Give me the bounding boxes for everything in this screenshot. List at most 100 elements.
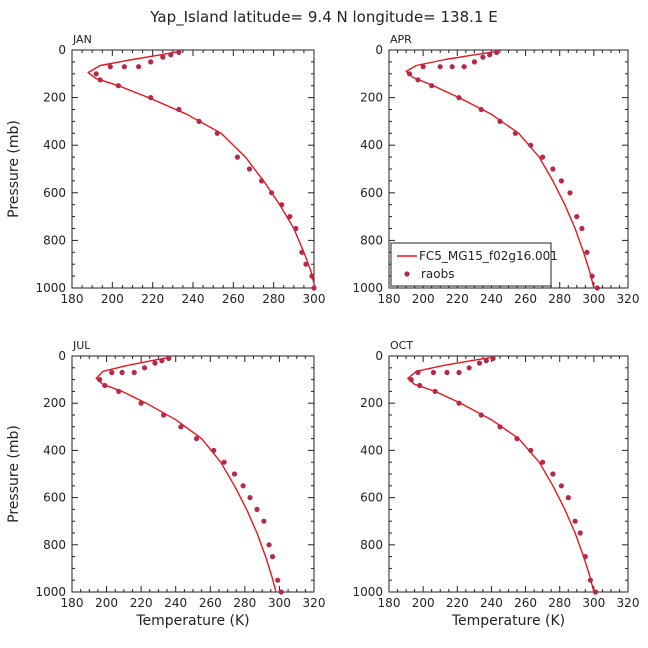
raobs-point xyxy=(550,471,556,477)
raobs-point xyxy=(514,436,520,442)
y-tick-label: 800 xyxy=(43,538,66,552)
raobs-point xyxy=(558,483,565,489)
x-axis-label: Temperature (K) xyxy=(451,613,565,629)
raobs-point xyxy=(303,261,309,267)
x-tick-label: 300 xyxy=(582,596,605,610)
raobs-point xyxy=(417,382,423,389)
legend-raobs-label: raobs xyxy=(421,267,455,281)
raobs-point xyxy=(166,355,172,361)
y-tick-label: 400 xyxy=(360,443,383,457)
legend-model-label: FC5_MG15_f02g16.001 xyxy=(419,249,558,263)
y-tick-label: 800 xyxy=(360,233,383,247)
x-tick-label: 220 xyxy=(446,292,469,306)
raobs-point xyxy=(309,273,315,279)
figure-title: Yap_Island latitude= 9.4 N longitude= 13… xyxy=(149,8,497,27)
x-tick-label: 320 xyxy=(617,596,640,610)
y-tick-label: 600 xyxy=(360,491,383,505)
plot-frame xyxy=(71,49,315,289)
y-tick-label: 1000 xyxy=(35,585,66,599)
raobs-point xyxy=(572,518,578,524)
raobs-point xyxy=(456,95,462,101)
panel-apr: 180 200 220 240 260 280 300 320 0 200 400 600 800 100… xyxy=(352,33,639,306)
x-tick-label: 280 xyxy=(233,596,256,610)
raobs-point xyxy=(109,369,115,376)
y-tick-label: 1000 xyxy=(35,281,66,295)
raobs-point xyxy=(116,388,122,394)
raobs-point xyxy=(240,483,246,489)
y-tick-label: 200 xyxy=(43,91,66,105)
raobs-point xyxy=(406,71,413,77)
raobs-point xyxy=(107,64,113,70)
plot-frame xyxy=(388,355,629,593)
raobs-point xyxy=(415,77,421,83)
panel-oct: 180 200 220 240 260 280 300 320 0 200 400 600 800 100… xyxy=(352,339,639,629)
y-tick-label: 0 xyxy=(58,43,66,57)
raobs-point xyxy=(528,447,534,453)
legend-box xyxy=(390,242,552,287)
raobs-point xyxy=(196,118,202,124)
raobs-point xyxy=(148,95,154,101)
y-tick-label: 0 xyxy=(375,43,383,57)
raobs-point xyxy=(415,369,421,376)
raobs-point xyxy=(483,358,489,364)
x-tick-label: 200 xyxy=(412,596,435,610)
x-tick-label: 180 xyxy=(61,292,84,306)
raobs-point xyxy=(211,447,217,453)
model-line xyxy=(405,50,595,289)
x-tick-label: 260 xyxy=(514,292,537,306)
raobs-point xyxy=(512,130,518,136)
y-tick-label: 1000 xyxy=(352,585,383,599)
raobs-point xyxy=(567,190,573,196)
raobs-point xyxy=(148,59,154,65)
model-line xyxy=(95,356,277,593)
x-tick-label: 240 xyxy=(182,292,205,306)
x-tick-label: 220 xyxy=(130,596,153,610)
raobs-point xyxy=(565,495,571,501)
raobs-point xyxy=(466,365,472,371)
raobs-point xyxy=(550,166,556,172)
x-axis-label: Temperature (K) xyxy=(135,613,249,629)
legend-raobs-swatch xyxy=(404,271,410,277)
x-tick-label: 280 xyxy=(548,596,571,610)
raobs-point xyxy=(246,166,253,172)
raobs-point xyxy=(587,577,594,583)
raobs-point xyxy=(287,214,293,220)
y-tick-label: 200 xyxy=(360,91,383,105)
y-tick-label: 400 xyxy=(43,138,66,152)
raobs-point xyxy=(266,542,272,548)
y-tick-label: 400 xyxy=(43,443,66,457)
raobs-point xyxy=(579,225,585,232)
panel-label: JUL xyxy=(72,339,91,352)
raobs-point xyxy=(121,64,127,70)
panel-label: JAN xyxy=(72,33,92,46)
raobs-point xyxy=(478,412,484,418)
raobs-point xyxy=(176,106,182,113)
raobs-point xyxy=(161,412,167,418)
raobs-point xyxy=(311,285,317,291)
x-tick-label: 280 xyxy=(548,292,571,306)
raobs-point xyxy=(269,190,275,196)
x-tick-label: 260 xyxy=(222,292,245,306)
y-tick-label: 400 xyxy=(360,138,383,152)
raobs-point xyxy=(269,554,276,560)
raobs-point xyxy=(420,64,426,70)
raobs-point xyxy=(159,358,165,364)
x-tick-label: 180 xyxy=(378,596,401,610)
raobs-point xyxy=(480,54,486,60)
panel-label: OCT xyxy=(390,339,413,352)
raobs-point xyxy=(582,554,588,560)
plot-frame xyxy=(71,355,315,593)
x-tick-label: 300 xyxy=(268,596,291,610)
raobs-point xyxy=(497,118,503,124)
x-tick-label: 220 xyxy=(141,292,164,306)
raobs-point xyxy=(119,369,125,376)
raobs-point xyxy=(487,52,493,58)
raobs-point xyxy=(558,178,565,184)
x-tick-label: 220 xyxy=(446,596,469,610)
y-tick-label: 600 xyxy=(43,186,66,200)
x-tick-label: 240 xyxy=(480,596,503,610)
x-tick-label: 260 xyxy=(199,596,222,610)
y-tick-label: 200 xyxy=(360,396,383,410)
